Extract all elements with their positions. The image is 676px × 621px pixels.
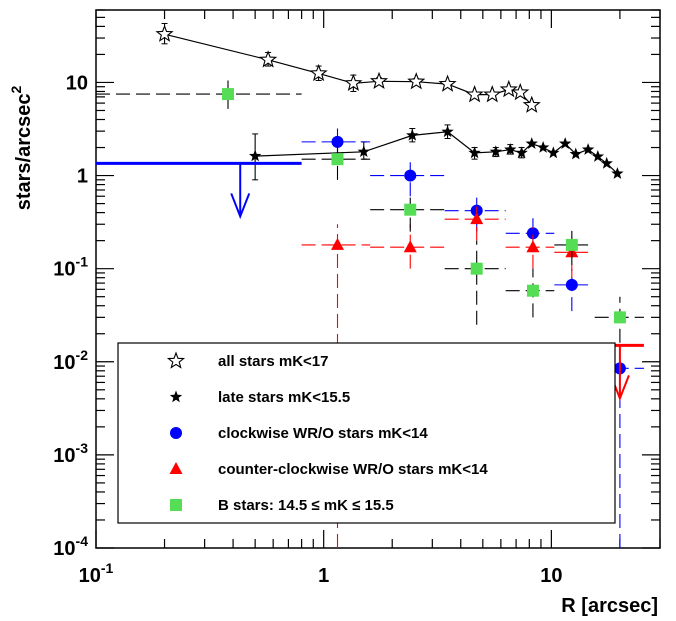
y-tick-exp: -2 bbox=[76, 347, 89, 363]
data-point bbox=[331, 135, 344, 148]
data-point bbox=[465, 85, 484, 103]
y-tick-label: 10 bbox=[66, 72, 88, 94]
series-1 bbox=[248, 124, 624, 181]
data-point bbox=[559, 137, 572, 149]
legend-marker bbox=[170, 427, 182, 439]
data-point bbox=[600, 156, 613, 169]
y-tick-base: 10 bbox=[53, 538, 75, 560]
x-tick-base: 10 bbox=[79, 565, 101, 587]
legend-box bbox=[117, 342, 616, 524]
data-point bbox=[248, 149, 262, 162]
y-axis-label: stars/arcsec2 bbox=[8, 86, 35, 211]
data-point bbox=[483, 85, 502, 103]
y-tick-base: 10 bbox=[53, 352, 75, 374]
data-point bbox=[344, 73, 363, 92]
legend-item: late stars mK<15.5 bbox=[169, 389, 350, 406]
data-point bbox=[357, 145, 370, 158]
series-4 bbox=[96, 80, 644, 343]
legend-marker bbox=[170, 499, 182, 511]
data-point bbox=[155, 24, 174, 42]
data-point bbox=[438, 74, 457, 92]
series-0 bbox=[155, 22, 541, 113]
y-tick-label: 10-2 bbox=[53, 347, 88, 374]
legend-label: clockwise WR/O stars mK<14 bbox=[218, 425, 428, 442]
data-point bbox=[504, 143, 517, 155]
data-point bbox=[406, 128, 419, 141]
data-point bbox=[565, 278, 578, 291]
y-tick-label: 1 bbox=[77, 166, 88, 188]
data-point bbox=[441, 125, 454, 138]
data-point bbox=[515, 146, 528, 159]
legend-label: counter-clockwise WR/O stars mK<14 bbox=[218, 461, 488, 478]
y-tick-base: 10 bbox=[66, 72, 88, 94]
data-point bbox=[526, 284, 539, 297]
data-point bbox=[526, 227, 539, 240]
data-point bbox=[309, 63, 328, 82]
x-tick-base: 10 bbox=[540, 565, 562, 587]
legend: all stars mK<17 late stars mK<15.5 clockwi… bbox=[117, 342, 616, 524]
data-point bbox=[470, 212, 484, 225]
data-point bbox=[525, 137, 538, 149]
legend-marker bbox=[166, 351, 186, 369]
data-point bbox=[522, 95, 541, 113]
x-tick-label: 10-1 bbox=[79, 560, 114, 587]
y-tick-exp: -4 bbox=[76, 533, 89, 549]
legend-marker bbox=[169, 462, 183, 474]
upper-limit bbox=[96, 161, 302, 220]
data-point bbox=[404, 169, 417, 182]
x-tick-base: 1 bbox=[318, 565, 329, 587]
data-point bbox=[511, 82, 530, 101]
data-point bbox=[403, 240, 417, 253]
data-point bbox=[611, 167, 624, 179]
data-point bbox=[581, 143, 595, 155]
legend-item: B stars: 14.5 ≤ mK ≤ 15.5 bbox=[170, 497, 394, 514]
legend-label: B stars: 14.5 ≤ mK ≤ 15.5 bbox=[218, 497, 394, 514]
x-tick-label: 10 bbox=[540, 565, 562, 587]
data-point bbox=[489, 145, 502, 158]
y-tick-label: 10-3 bbox=[53, 440, 88, 467]
y-tick-exp: -3 bbox=[76, 440, 89, 456]
data-point bbox=[258, 50, 278, 68]
x-axis-label: R [arcsec] bbox=[561, 595, 658, 617]
data-point bbox=[331, 153, 344, 166]
y-tick-exp: -1 bbox=[76, 254, 89, 270]
data-point bbox=[536, 141, 550, 153]
data-point bbox=[468, 146, 481, 159]
x-tick-label: 1 bbox=[318, 565, 329, 587]
y-tick-base: 1 bbox=[77, 166, 88, 188]
legend-item: all stars mK<17 bbox=[166, 351, 329, 370]
data-point bbox=[526, 240, 540, 253]
data-point bbox=[565, 238, 578, 251]
data-point bbox=[470, 262, 483, 275]
plot-frame bbox=[95, 9, 661, 549]
legend-label: late stars mK<15.5 bbox=[218, 389, 350, 406]
data-point bbox=[331, 237, 345, 250]
data-point bbox=[369, 71, 389, 90]
data-point bbox=[404, 203, 417, 216]
y-tick-base: 10 bbox=[53, 445, 75, 467]
x-tick-exp: -1 bbox=[101, 560, 114, 576]
data-point bbox=[222, 88, 235, 101]
data-point bbox=[613, 311, 626, 324]
y-tick-label: 10-4 bbox=[53, 533, 88, 560]
y-tick-base: 10 bbox=[53, 259, 75, 281]
data-point bbox=[591, 150, 605, 162]
legend-label: all stars mK<17 bbox=[218, 353, 329, 370]
upper-limit-arrow-head bbox=[230, 193, 251, 220]
y-tick-label: 10-1 bbox=[53, 254, 88, 281]
series-line bbox=[255, 131, 618, 175]
legend-item: counter-clockwise WR/O stars mK<14 bbox=[169, 461, 488, 478]
legend-marker bbox=[169, 390, 183, 403]
data-point bbox=[407, 72, 426, 90]
data-point bbox=[569, 147, 582, 160]
legend-item: clockwise WR/O stars mK<14 bbox=[170, 425, 428, 442]
data-point bbox=[499, 79, 518, 98]
data-point bbox=[547, 146, 560, 159]
